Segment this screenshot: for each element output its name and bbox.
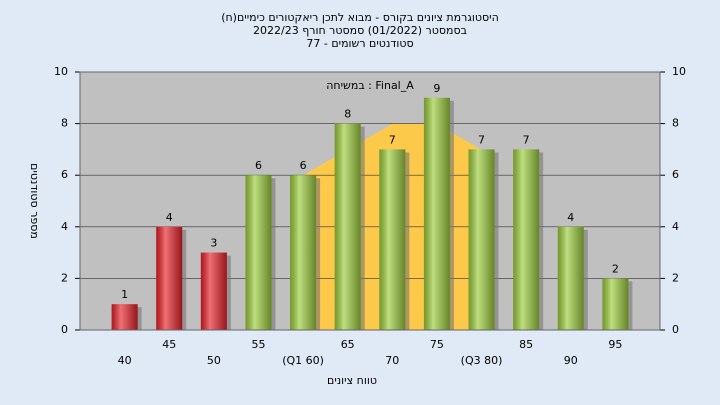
y-axis-label: מספר סטודנטים: [28, 163, 41, 239]
plot-border: [79, 71, 661, 331]
bar-shade: [200, 252, 227, 330]
x-axis-label: טווח ציונים: [327, 374, 377, 387]
x-tick-label: 90: [564, 354, 578, 367]
value-label: 1: [121, 288, 128, 301]
x-tick-label: 70: [385, 354, 399, 367]
bar-shade: [468, 149, 495, 330]
x-tick-label: 65: [341, 338, 355, 351]
value-label: 4: [567, 211, 574, 224]
y2-tick-label: 0: [672, 323, 679, 336]
value-label: 2: [612, 262, 619, 275]
y-tick-label: 10: [54, 65, 68, 78]
title-line: בסמסטר (01/2022) סמסטר חורף 2022/23: [253, 24, 467, 37]
bar-shade: [423, 97, 450, 330]
bar-shade: [334, 123, 361, 330]
bar-shade: [602, 278, 629, 330]
x-tick-label: (Q3 80): [461, 354, 503, 367]
title-line: היסטוגרמת ציונים בקורס - מבוא לתכן ריאקט…: [221, 11, 499, 24]
y-tick-label: 8: [61, 117, 68, 130]
title-line: סטודנטים רשומים - 77: [306, 37, 413, 50]
bar-shade: [111, 304, 138, 330]
x-tick-label: 45: [162, 338, 176, 351]
bar-shade: [245, 175, 272, 330]
value-label: 3: [210, 237, 217, 250]
value-label: 7: [523, 133, 530, 146]
y-tick-label: 2: [61, 271, 68, 284]
y2-tick-label: 6: [672, 168, 679, 181]
bar-shade: [290, 175, 317, 330]
y-tick-label: 0: [61, 323, 68, 336]
x-tick-label: 50: [207, 354, 221, 367]
bar-shade: [557, 226, 584, 330]
value-label: 6: [300, 159, 307, 172]
value-label: 6: [255, 159, 262, 172]
y-tick-label: 4: [61, 220, 68, 233]
x-tick-label: 40: [118, 354, 132, 367]
y-tick-label: 6: [61, 168, 68, 181]
bar-shade: [513, 149, 540, 330]
y2-tick-label: 4: [672, 220, 679, 233]
y2-tick-label: 2: [672, 271, 679, 284]
x-tick-label: 55: [251, 338, 265, 351]
value-label: 8: [344, 108, 351, 121]
legend: במשיחה : Final_A: [326, 79, 414, 92]
y2-tick-label: 10: [672, 65, 686, 78]
value-label: 7: [478, 133, 485, 146]
bar-shade: [379, 149, 406, 330]
bar-shade: [156, 226, 183, 330]
x-tick-label: 85: [519, 338, 533, 351]
x-tick-label: 95: [608, 338, 622, 351]
value-label: 7: [389, 133, 396, 146]
value-label: 9: [433, 82, 440, 95]
x-tick-label: (Q1 60): [282, 354, 324, 367]
x-tick-label: 75: [430, 338, 444, 351]
value-label: 4: [166, 211, 173, 224]
y2-tick-label: 8: [672, 117, 679, 130]
